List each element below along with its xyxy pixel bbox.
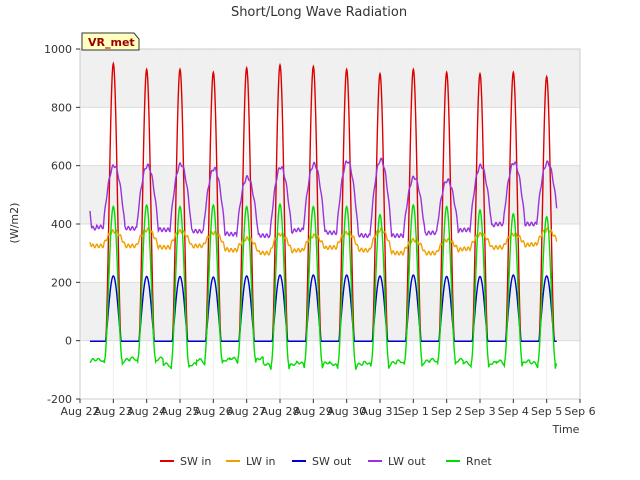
y-tick-label: 0 (65, 335, 72, 348)
y-tick-label: -200 (47, 393, 72, 406)
x-tick-label: Sep 6 (564, 405, 595, 418)
series-line-lw-in (89, 227, 558, 256)
legend-label: SW out (312, 455, 352, 468)
x-tick-label: Aug 25 (161, 405, 200, 418)
series-layer (89, 61, 558, 370)
series-line-sw-out (90, 274, 557, 342)
x-tick-label: Aug 28 (261, 405, 300, 418)
legend-item: SW in (160, 455, 211, 468)
x-tick-label: Aug 22 (61, 405, 100, 418)
legend-label: LW in (246, 455, 276, 468)
x-axis-label: Time (552, 423, 580, 436)
badge-label: VR_met (88, 36, 135, 49)
plot-band (80, 49, 580, 108)
x-tick-label: Aug 23 (94, 405, 133, 418)
x-tick-label: Sep 2 (431, 405, 462, 418)
x-tick-label: Aug 27 (227, 405, 266, 418)
y-axis-label: (W/m2) (8, 203, 21, 244)
y-tick-label: 1000 (44, 43, 72, 56)
chart-title: Short/Long Wave Radiation (231, 5, 407, 20)
x-tick-label: Aug 24 (127, 405, 166, 418)
y-tick-label: 400 (51, 218, 72, 231)
legend-item: LW in (226, 455, 276, 468)
badge: VR_met (81, 32, 140, 51)
y-tick-label: 800 (51, 101, 72, 114)
x-tick-label: Aug 29 (294, 405, 333, 418)
x-tick-label: Sep 1 (398, 405, 429, 418)
legend-label: Rnet (466, 455, 492, 468)
legend-item: SW out (292, 455, 352, 468)
legend-label: SW in (180, 455, 211, 468)
x-tick-label: Aug 30 (327, 405, 366, 418)
x-tick-label: Sep 5 (531, 405, 562, 418)
legend: SW in LW in SW out LW out Rnet (160, 455, 492, 468)
plot-band (80, 282, 580, 341)
y-tick-label: 600 (51, 160, 72, 173)
x-tick-label: Aug 31 (361, 405, 400, 418)
y-tick-label: 200 (51, 276, 72, 289)
x-tick-label: Sep 4 (498, 405, 529, 418)
x-tick-label: Sep 3 (464, 405, 495, 418)
legend-item: Rnet (446, 455, 492, 468)
plot-band (80, 165, 580, 224)
series-line-rnet (89, 202, 558, 370)
legend-item: LW out (368, 455, 426, 468)
x-tick-label: Aug 26 (194, 405, 233, 418)
legend-label: LW out (388, 455, 426, 468)
series-line-lw-out (89, 157, 558, 239)
